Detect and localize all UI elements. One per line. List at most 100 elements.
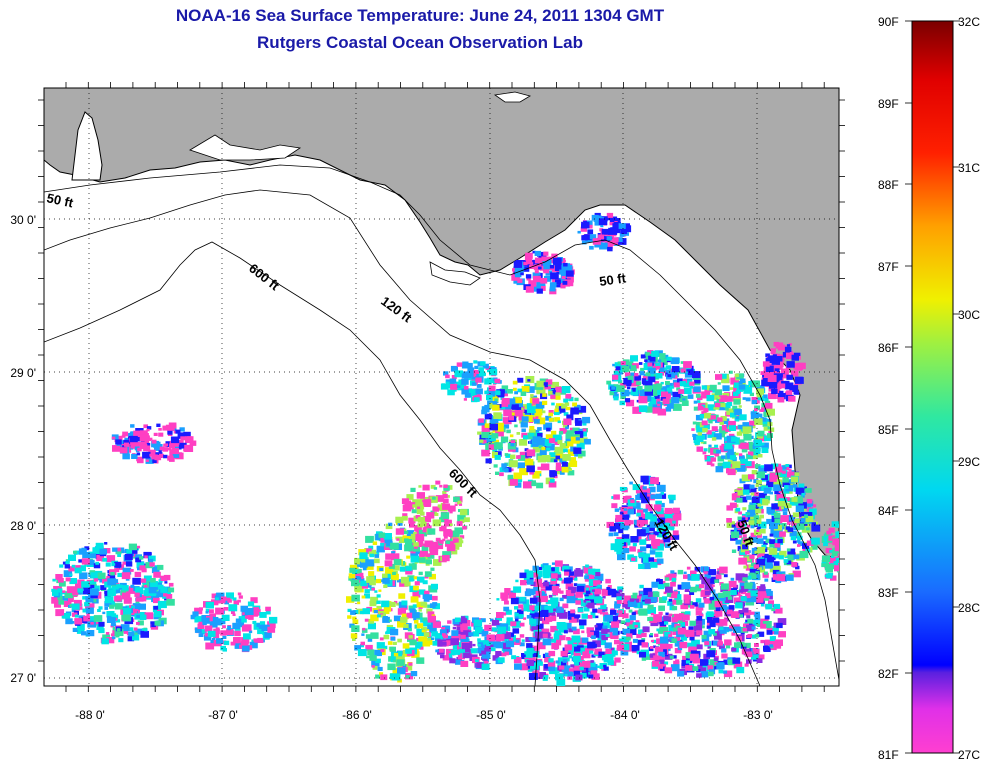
sst-pixel xyxy=(347,608,352,612)
sst-pixel xyxy=(669,525,675,530)
sst-pixel xyxy=(102,634,111,641)
sst-pixel xyxy=(714,633,722,640)
sst-pixel xyxy=(756,385,764,391)
sst-pixel xyxy=(701,625,705,629)
sst-pixel xyxy=(594,588,602,595)
sst-pixel xyxy=(774,631,779,635)
sst-pixel xyxy=(619,400,626,406)
sst-pixel xyxy=(422,543,426,547)
sst-pixel xyxy=(429,548,439,556)
sst-pixel xyxy=(456,626,462,631)
sst-pixel xyxy=(768,431,772,434)
sst-pixel xyxy=(797,541,804,546)
sst-pixel xyxy=(135,595,144,602)
sst-pixel xyxy=(740,496,748,503)
sst-pixel xyxy=(69,578,77,585)
sst-pixel xyxy=(157,564,164,570)
sst-pixel xyxy=(402,664,407,668)
sst-pixel xyxy=(548,412,553,417)
sst-pixel xyxy=(598,234,605,240)
sst-pixel xyxy=(452,538,459,543)
sst-pixel xyxy=(255,607,260,611)
sst-pixel xyxy=(751,424,756,429)
sst-pixel xyxy=(545,652,551,658)
sst-pixel xyxy=(482,406,490,413)
sst-pixel xyxy=(74,599,82,607)
sst-pixel xyxy=(136,545,141,549)
sst-pixel xyxy=(823,534,833,542)
sst-pixel xyxy=(453,388,457,392)
sst-pixel xyxy=(122,585,129,591)
sst-pixel xyxy=(435,480,441,485)
sst-pixel xyxy=(446,495,450,498)
sst-pixel xyxy=(545,599,552,605)
sst-pixel xyxy=(658,656,662,659)
sst-pixel xyxy=(525,252,533,259)
sst-pixel xyxy=(501,652,507,657)
sst-pixel xyxy=(633,598,639,603)
sst-pixel xyxy=(746,524,751,528)
sst-pixel xyxy=(177,432,186,439)
sst-pixel xyxy=(612,393,619,399)
sst-pixel xyxy=(777,381,782,385)
sst-pixel xyxy=(541,446,546,451)
sst-pixel xyxy=(548,594,553,598)
sst-pixel xyxy=(718,639,723,643)
sst-pixel xyxy=(485,458,492,464)
sst-pixel xyxy=(468,389,478,396)
sst-pixel xyxy=(672,403,682,411)
sst-pixel xyxy=(748,451,754,456)
sst-pixel xyxy=(583,220,587,224)
sst-pixel xyxy=(445,540,451,545)
sst-pixel xyxy=(389,673,397,680)
sst-pixel xyxy=(754,550,759,554)
sst-pixel xyxy=(221,614,230,621)
sst-pixel xyxy=(484,390,489,394)
sst-pixel xyxy=(98,628,105,634)
sst-pixel xyxy=(357,601,361,605)
sst-pixel xyxy=(672,599,679,605)
sst-pixel xyxy=(481,439,487,444)
sst-pixel xyxy=(567,449,577,456)
sst-pixel xyxy=(358,549,367,556)
sst-pixel xyxy=(417,543,423,547)
sst-pixel xyxy=(637,385,643,391)
sst-pixel xyxy=(211,599,219,606)
sst-pixel xyxy=(515,579,519,583)
sst-pixel xyxy=(592,640,601,648)
sst-pixel xyxy=(554,264,564,271)
sst-pixel xyxy=(573,447,582,454)
sst-pixel xyxy=(122,431,129,437)
sst-pixel xyxy=(68,566,75,572)
sst-pixel xyxy=(568,396,574,402)
sst-pixel xyxy=(829,550,833,553)
sst-pixel xyxy=(758,486,764,491)
sst-pixel xyxy=(751,380,760,388)
sst-pixel xyxy=(742,607,749,613)
sst-pixel xyxy=(421,629,426,633)
sst-pixel xyxy=(570,407,579,415)
sst-pixel xyxy=(525,286,534,293)
sst-pixel xyxy=(734,409,742,416)
sst-pixel xyxy=(758,505,764,510)
sst-pixel xyxy=(198,621,203,625)
sst-pixel xyxy=(683,380,693,388)
sst-pixel xyxy=(555,462,562,467)
sst-pixel xyxy=(605,578,611,584)
sst-pixel xyxy=(139,434,149,442)
sst-pixel xyxy=(565,589,572,595)
sst-pixel xyxy=(146,428,150,432)
sst-pixel xyxy=(610,609,617,615)
sst-pixel xyxy=(65,561,70,565)
sst-pixel xyxy=(773,512,781,518)
sst-pixel xyxy=(658,611,663,616)
sst-pixel xyxy=(139,556,144,560)
sst-pixel xyxy=(677,378,683,383)
sst-pixel xyxy=(473,360,478,364)
sst-pixel xyxy=(105,562,111,567)
sst-pixel xyxy=(241,637,250,644)
sst-pixel xyxy=(738,405,742,408)
sst-pixel xyxy=(732,405,738,410)
sst-pixel xyxy=(237,592,242,596)
sst-pixel xyxy=(537,655,541,658)
